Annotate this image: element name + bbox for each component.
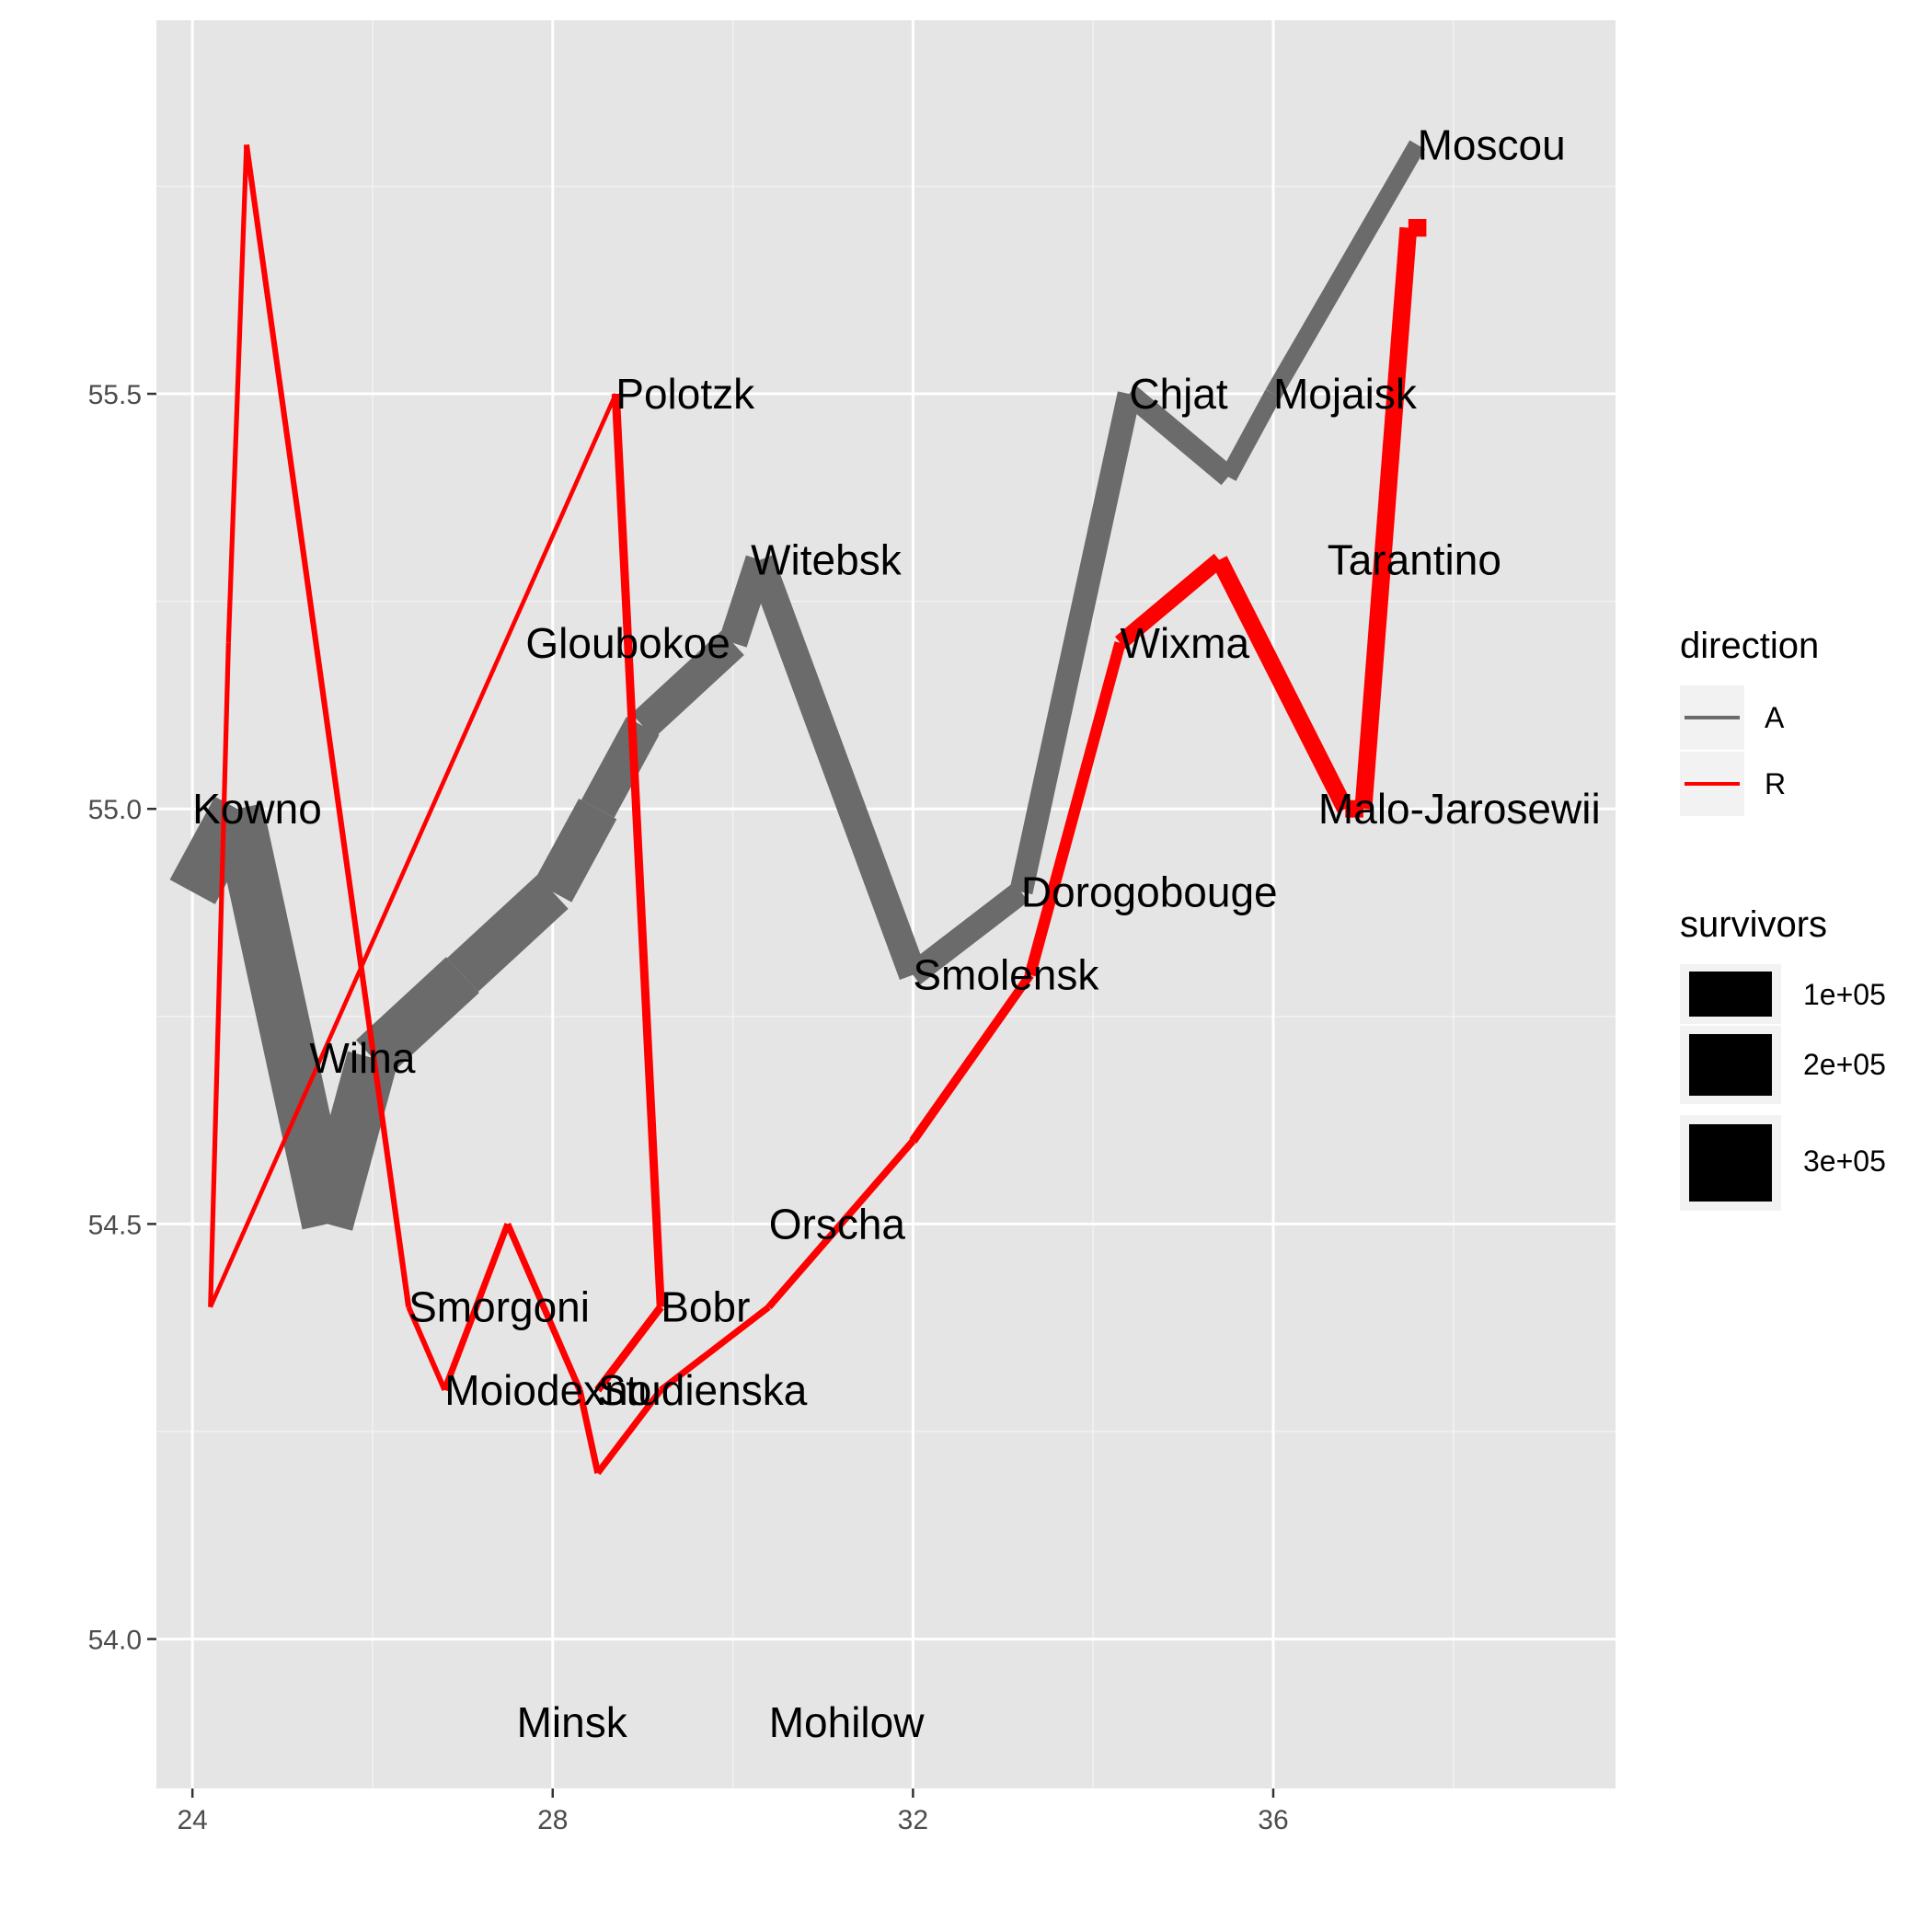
legend-size-key-1 bbox=[1689, 972, 1772, 1017]
y-axis: 54.0 54.5 55.0 55.5 bbox=[88, 380, 156, 1656]
legend-direction-title: direction bbox=[1680, 626, 1819, 666]
series-a-paths bbox=[169, 140, 1425, 1231]
path-segment-r bbox=[594, 1305, 664, 1393]
path-segment-a bbox=[631, 630, 744, 739]
path-segment-a bbox=[1121, 385, 1236, 486]
y-tick-label: 54.5 bbox=[88, 1210, 142, 1240]
x-tick-label: 24 bbox=[177, 1805, 207, 1835]
path-segment-r bbox=[406, 1305, 447, 1392]
city-label: Minsk bbox=[517, 1698, 628, 1746]
x-tick-label: 32 bbox=[898, 1805, 928, 1835]
legend-size-key-2 bbox=[1689, 1034, 1772, 1096]
path-segment-a bbox=[356, 957, 479, 1076]
path-segment-a bbox=[302, 1051, 397, 1231]
path-segment-r bbox=[225, 144, 249, 643]
city-label: Orscha bbox=[769, 1200, 906, 1248]
path-segment-r bbox=[208, 642, 231, 1307]
legend-survivors-title: survivors bbox=[1680, 904, 1827, 945]
path-segment-a bbox=[1220, 389, 1282, 481]
series-r-paths bbox=[208, 144, 1427, 1476]
path-segment-a bbox=[1265, 140, 1425, 398]
city-label: Smorgoni bbox=[408, 1283, 590, 1331]
city-labels: Kowno Wilna Smorgoni Moiodexno Gloubokoe Mins… bbox=[192, 121, 1601, 1745]
path-segment-r bbox=[576, 1389, 602, 1474]
x-tick-label: 36 bbox=[1258, 1805, 1288, 1835]
path-segment-r bbox=[1024, 641, 1126, 977]
legend: direction A R survivors 1e+05 2e+05 3e+0… bbox=[1680, 626, 1886, 1211]
path-segment-r bbox=[1211, 556, 1353, 813]
path-segment-r bbox=[1114, 553, 1225, 650]
city-label: Moscou bbox=[1418, 121, 1566, 168]
city-label: Dorogobouge bbox=[1021, 868, 1278, 915]
path-segment-r bbox=[765, 1138, 916, 1310]
path-segment-r bbox=[208, 393, 618, 1308]
city-label: Tarantino bbox=[1328, 536, 1501, 584]
legend-size-label-2: 2e+05 bbox=[1803, 1048, 1886, 1081]
city-label: Witebsk bbox=[751, 536, 903, 584]
legend-label-r: R bbox=[1765, 767, 1786, 800]
city-label: Gloubokoe bbox=[525, 619, 730, 667]
x-tick-label: 28 bbox=[537, 1805, 568, 1835]
city-label: Moiodexno bbox=[444, 1366, 651, 1414]
path-segment-r bbox=[504, 1222, 583, 1392]
path-segment-a bbox=[534, 799, 617, 903]
city-label: Smolensk bbox=[913, 951, 1099, 999]
path-segment-r bbox=[243, 144, 412, 1308]
path-segment-r bbox=[594, 1387, 664, 1476]
city-label: Kowno bbox=[192, 785, 322, 833]
city-label: Studienska bbox=[598, 1366, 808, 1414]
city-label: Polotzk bbox=[615, 370, 755, 418]
city-label: Wilna bbox=[309, 1034, 415, 1082]
city-label: Chjat bbox=[1129, 370, 1228, 418]
x-axis: 24 28 32 36 bbox=[177, 1788, 1289, 1835]
city-label: Mojaisk bbox=[1273, 370, 1418, 418]
path-segment-a bbox=[905, 882, 1029, 985]
path-segment-a bbox=[212, 803, 353, 1230]
city-label: Mohilow bbox=[769, 1698, 926, 1746]
city-label: Bobr bbox=[661, 1283, 750, 1331]
city-label: Malo-Jarosewii bbox=[1318, 785, 1601, 833]
path-segment-r bbox=[659, 1304, 771, 1393]
legend-label-a: A bbox=[1765, 701, 1785, 734]
city-label: Wixma bbox=[1121, 619, 1250, 667]
path-segment-a bbox=[446, 875, 569, 993]
path-segment-r bbox=[611, 393, 665, 1307]
y-tick-label: 55.5 bbox=[88, 380, 142, 410]
path-segment-r bbox=[1354, 226, 1418, 810]
path-segment-a bbox=[1009, 391, 1141, 895]
path-segment-r bbox=[441, 1223, 512, 1392]
y-tick-label: 54.0 bbox=[88, 1626, 142, 1656]
legend-size-label-1: 1e+05 bbox=[1803, 978, 1886, 1011]
path-segment-a bbox=[746, 555, 926, 981]
path-segment-r bbox=[909, 972, 1034, 1144]
legend-size-label-3: 3e+05 bbox=[1803, 1144, 1886, 1178]
legend-size-key-3 bbox=[1689, 1124, 1772, 1202]
y-tick-label: 55.0 bbox=[88, 795, 142, 825]
